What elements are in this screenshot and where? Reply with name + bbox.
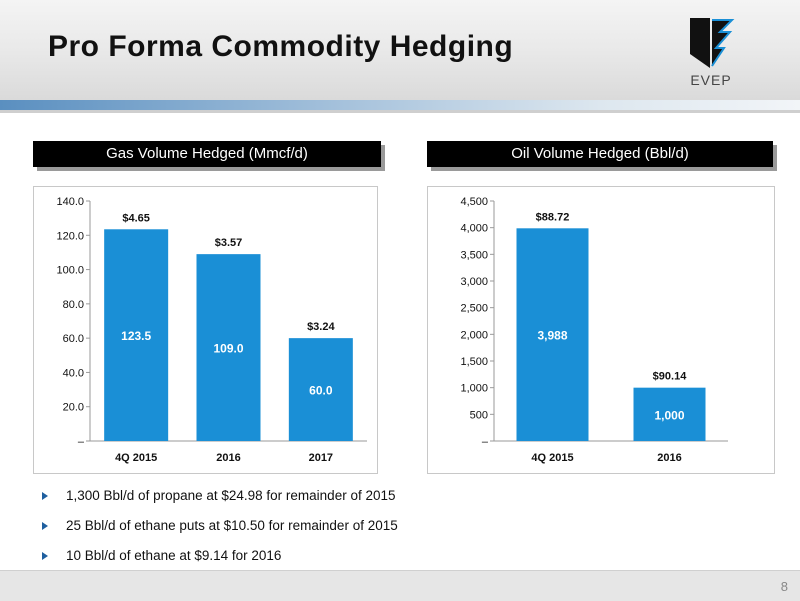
slide-footer: 8 bbox=[0, 570, 800, 601]
header-divider bbox=[0, 110, 800, 113]
bullet-icon bbox=[42, 552, 48, 560]
oil-bar-value-label: 3,988 bbox=[537, 329, 567, 343]
oil-y-tick-label: 2,500 bbox=[460, 303, 488, 315]
oil-price-label: $88.72 bbox=[536, 211, 570, 223]
oil-chart-frame: – 500 1,000 1,500 2,000 2,500 3,000 3,500 4,000 4… bbox=[427, 186, 775, 474]
gas-y-tick-label: 140.0 bbox=[56, 196, 84, 208]
gas-price-label: $3.24 bbox=[307, 321, 335, 333]
gas-y-tick-label: 80.0 bbox=[63, 299, 84, 311]
oil-y-tick-label: – bbox=[482, 436, 489, 448]
oil-y-tick-label: 1,500 bbox=[460, 356, 488, 368]
bullet-text: 25 Bbl/d of ethane puts at $10.50 for re… bbox=[66, 518, 398, 533]
bullet-icon bbox=[42, 492, 48, 500]
oil-y-tick-label: 500 bbox=[470, 409, 488, 421]
oil-bar bbox=[516, 228, 589, 441]
gas-category-label: 2016 bbox=[216, 452, 240, 464]
gas-y-tick-label: – bbox=[78, 436, 85, 448]
gas-bar-value-label: 109.0 bbox=[213, 342, 243, 356]
slide-title: Pro Forma Commodity Hedging bbox=[48, 30, 514, 63]
gas-chart-title: Gas Volume Hedged (Mmcf/d) bbox=[33, 141, 381, 167]
bullet-item: 10 Bbl/d of ethane at $9.14 for 2016 bbox=[40, 546, 398, 576]
gas-chart-frame: – 20.0 40.0 60.0 80.0 100.0 120.0 140.0 123.5 $4.… bbox=[33, 186, 378, 474]
oil-y-tick-label: 4,000 bbox=[460, 223, 488, 235]
oil-chart: – 500 1,000 1,500 2,000 2,500 3,000 3,500 4,000 4… bbox=[460, 196, 728, 464]
gas-y-tick-label: 40.0 bbox=[63, 367, 84, 379]
gas-bar bbox=[196, 254, 261, 441]
gas-price-label: $4.65 bbox=[122, 212, 150, 224]
oil-y-tick-label: 1,000 bbox=[460, 383, 488, 395]
bullet-item: 1,300 Bbl/d of propane at $24.98 for rem… bbox=[40, 486, 398, 516]
page-number: 8 bbox=[780, 579, 788, 594]
oil-price-label: $90.14 bbox=[653, 371, 688, 383]
slide-header bbox=[0, 0, 800, 100]
logo-text: EVEP bbox=[690, 72, 732, 88]
oil-chart-title: Oil Volume Hedged (Bbl/d) bbox=[427, 141, 773, 167]
logo-mark-icon bbox=[690, 18, 735, 68]
oil-y-tick-label: 3,500 bbox=[460, 249, 488, 261]
bullet-list: 1,300 Bbl/d of propane at $24.98 for rem… bbox=[40, 486, 398, 576]
oil-bar-value-label: 1,000 bbox=[654, 408, 684, 422]
gas-price-label: $3.57 bbox=[215, 237, 243, 249]
oil-category-label: 4Q 2015 bbox=[531, 452, 573, 464]
oil-y-tick-label: 3,000 bbox=[460, 276, 488, 288]
gas-y-tick-label: 100.0 bbox=[56, 265, 84, 277]
company-logo: EVEP bbox=[676, 14, 746, 94]
gas-bar bbox=[288, 338, 353, 441]
bullet-text: 1,300 Bbl/d of propane at $24.98 for rem… bbox=[66, 488, 396, 503]
gas-category-label: 4Q 2015 bbox=[115, 452, 157, 464]
gas-bar bbox=[104, 229, 169, 441]
oil-y-tick-label: 4,500 bbox=[460, 196, 488, 208]
bullet-item: 25 Bbl/d of ethane puts at $10.50 for re… bbox=[40, 516, 398, 546]
gas-chart: – 20.0 40.0 60.0 80.0 100.0 120.0 140.0 123.5 $4.… bbox=[56, 196, 367, 464]
gas-bar-value-label: 123.5 bbox=[121, 329, 151, 343]
gas-category-label: 2017 bbox=[309, 452, 333, 464]
gas-bar-value-label: 60.0 bbox=[309, 384, 333, 398]
oil-category-label: 2016 bbox=[657, 452, 681, 464]
oil-bar bbox=[633, 387, 706, 441]
header-stripe bbox=[0, 100, 800, 110]
oil-y-tick-label: 2,000 bbox=[460, 329, 488, 341]
gas-y-tick-label: 20.0 bbox=[63, 402, 84, 414]
gas-y-tick-label: 60.0 bbox=[63, 333, 84, 345]
bullet-text: 10 Bbl/d of ethane at $9.14 for 2016 bbox=[66, 548, 282, 563]
bullet-icon bbox=[42, 522, 48, 530]
gas-y-tick-label: 120.0 bbox=[56, 230, 84, 242]
